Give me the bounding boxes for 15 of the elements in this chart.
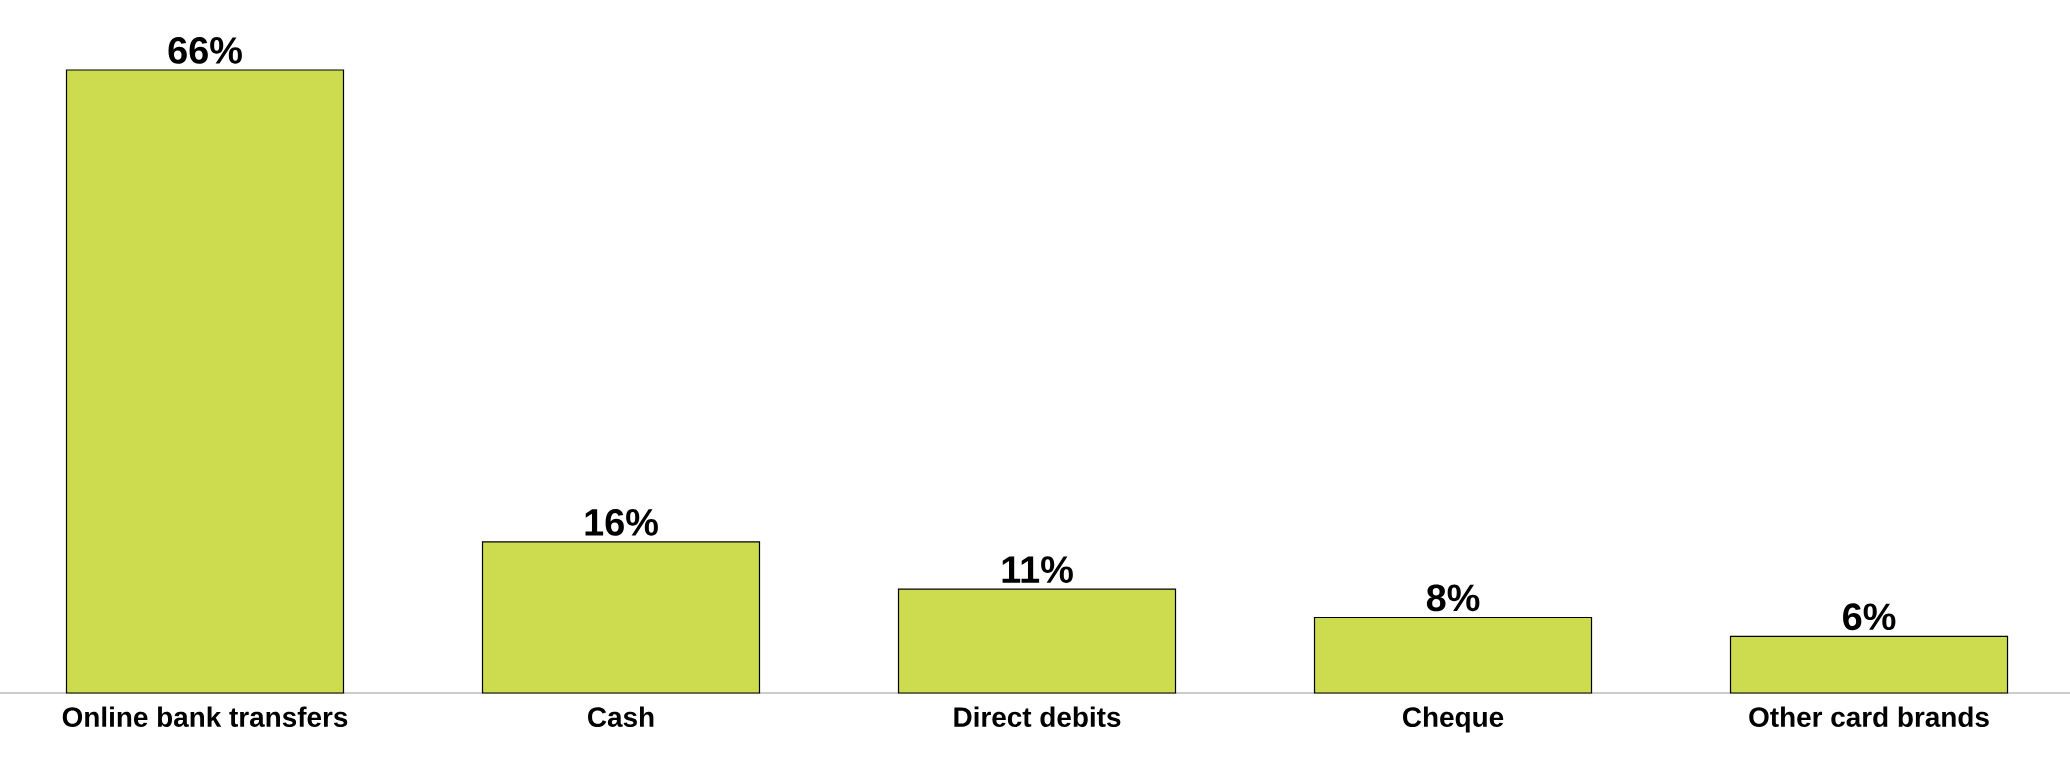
bar: [1313, 616, 1593, 694]
x-tick-label: Other card brands: [1749, 706, 1989, 727]
data-label: 66%: [168, 36, 242, 64]
x-tick-label: Cash: [588, 706, 654, 727]
data-label: 6%: [1843, 603, 1896, 631]
bar: [481, 541, 761, 694]
bar: [1729, 635, 2009, 694]
data-label: 16%: [585, 508, 658, 536]
x-tick-label: Direct debits: [954, 706, 1121, 727]
data-label: 11%: [1002, 556, 1073, 583]
bar: [65, 69, 345, 694]
x-tick-label: Cheque: [1403, 706, 1504, 733]
x-tick-label: Online bank transfers: [62, 706, 348, 727]
data-label: 8%: [1426, 584, 1480, 612]
bar: [897, 588, 1177, 694]
